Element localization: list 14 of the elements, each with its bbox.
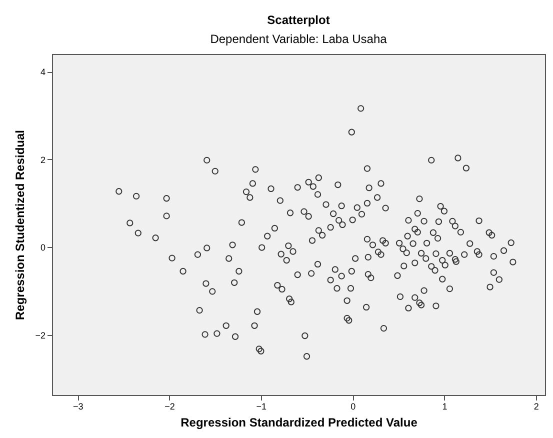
chart-subtitle: Dependent Variable: Laba Usaha <box>210 32 388 46</box>
x-tick-label: 1 <box>442 402 448 412</box>
y-tick-label: 4 <box>40 67 46 78</box>
x-tick-label: −1 <box>256 402 267 412</box>
x-axis-title: Regression Standardized Predicted Value <box>180 416 418 430</box>
y-axis-title: Regression Studentized Residual <box>13 130 28 320</box>
x-tick-label: −2 <box>164 402 175 412</box>
x-tick-label: 0 <box>350 402 356 412</box>
y-tick-label: 0 <box>40 242 46 253</box>
x-tick-label: −3 <box>73 402 84 412</box>
x-tick-label: 2 <box>534 402 539 412</box>
y-tick-label: 2 <box>40 154 46 165</box>
chart-title: Scatterplot <box>267 13 330 27</box>
y-tick-label: −2 <box>35 330 46 340</box>
